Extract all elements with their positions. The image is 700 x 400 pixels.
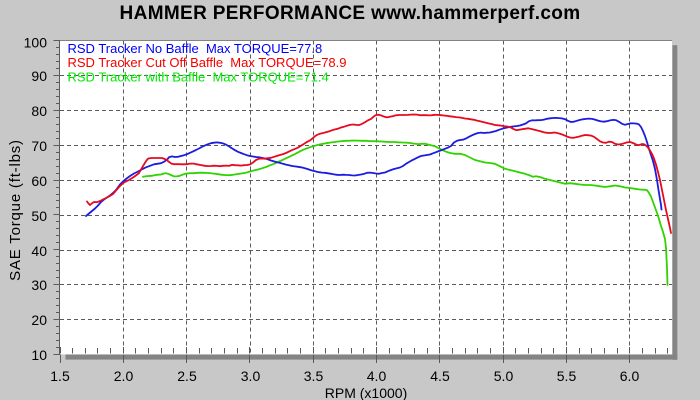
- svg-text:50: 50: [31, 208, 47, 224]
- svg-text:6.0: 6.0: [620, 368, 640, 384]
- svg-text:80: 80: [31, 103, 47, 119]
- svg-text:RPM (x1000): RPM (x1000): [325, 385, 407, 400]
- svg-text:90: 90: [31, 68, 47, 84]
- svg-text:40: 40: [31, 243, 47, 259]
- svg-text:30: 30: [31, 277, 47, 293]
- svg-text:4.0: 4.0: [367, 368, 387, 384]
- svg-text:20: 20: [31, 312, 47, 328]
- svg-text:2.0: 2.0: [114, 368, 134, 384]
- svg-text:HAMMER PERFORMANCE www.hammerp: HAMMER PERFORMANCE www.hammerperf.com: [120, 3, 581, 24]
- svg-text:1.5: 1.5: [50, 368, 70, 384]
- svg-text:70: 70: [31, 138, 47, 154]
- svg-text:2.5: 2.5: [177, 368, 197, 384]
- svg-text:3.0: 3.0: [241, 368, 261, 384]
- svg-text:60: 60: [31, 173, 47, 189]
- svg-text:RSD Tracker Cut Off Baffle Ma: RSD Tracker Cut Off Baffle Max TORQUE=78…: [68, 55, 347, 70]
- svg-text:SAE Torque (ft-lbs): SAE Torque (ft-lbs): [7, 139, 24, 281]
- svg-text:3.5: 3.5: [304, 368, 324, 384]
- svg-text:RSD Tracker No Baffle Max TOR: RSD Tracker No Baffle Max TORQUE=77.8: [68, 41, 323, 56]
- svg-text:RSD Tracker with Baffle Max T: RSD Tracker with Baffle Max TORQUE=71.4: [68, 69, 329, 84]
- svg-text:10: 10: [31, 347, 47, 363]
- svg-text:5.5: 5.5: [557, 368, 577, 384]
- svg-text:100: 100: [24, 35, 48, 51]
- svg-text:5.0: 5.0: [494, 368, 514, 384]
- svg-text:4.5: 4.5: [430, 368, 450, 384]
